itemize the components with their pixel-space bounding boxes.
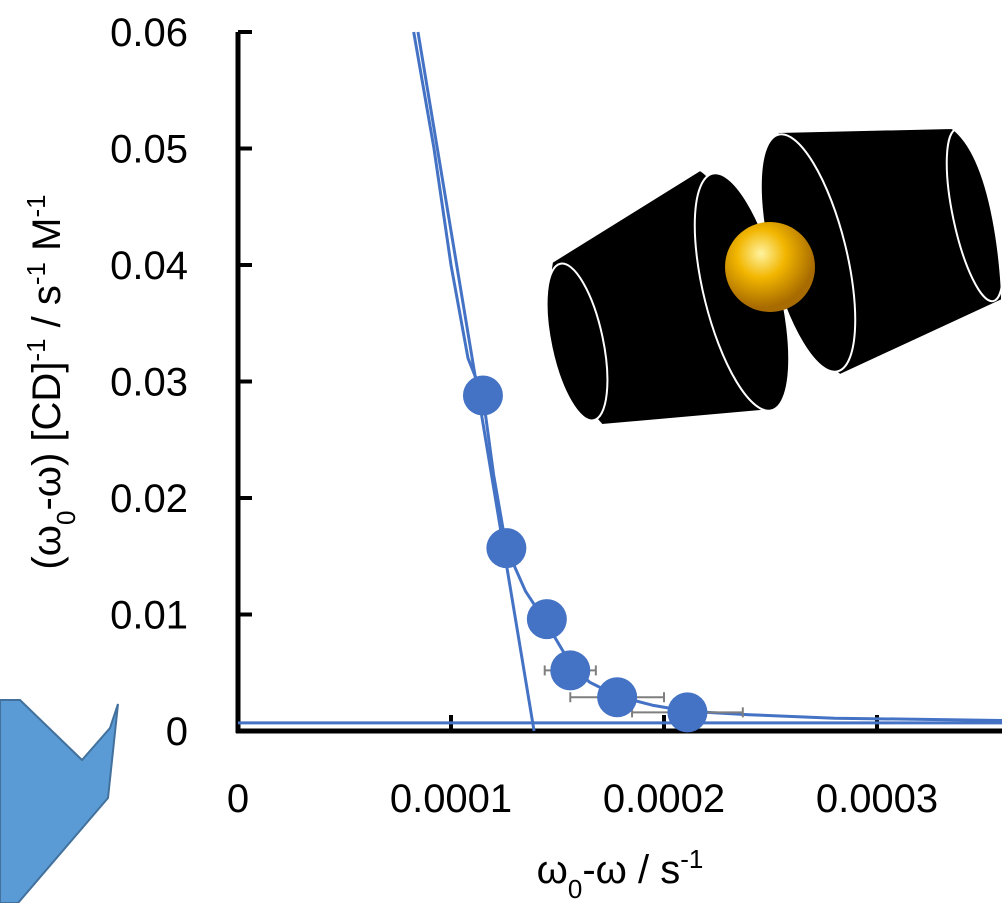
y-tick-label: 0.03 bbox=[110, 361, 188, 405]
y-tick-label: 0.06 bbox=[110, 11, 188, 55]
x-tick-label: 0.0001 bbox=[390, 777, 512, 821]
y-axis-title: (ω0-ω) [CD]-1 / s-1 M-1 bbox=[21, 194, 81, 569]
cyclodextrin-dimer-illustration bbox=[545, 126, 1002, 427]
data-point bbox=[462, 375, 503, 416]
x-axis-title: ω0-ω / s-1 bbox=[537, 844, 704, 903]
data-point bbox=[526, 599, 567, 640]
y-tick-label: 0 bbox=[166, 710, 188, 754]
data-point bbox=[550, 650, 591, 691]
y-tick-label: 0.04 bbox=[110, 244, 188, 288]
y-ticks: 0 0.01 0.02 0.03 0.04 0.05 0.06 bbox=[110, 11, 252, 754]
y-tick-label: 0.02 bbox=[110, 477, 188, 521]
y-tick-label: 0.01 bbox=[110, 594, 188, 638]
data-points bbox=[462, 375, 708, 733]
x-tick-label: 0.0002 bbox=[603, 777, 725, 821]
data-point bbox=[667, 692, 708, 733]
data-point bbox=[486, 528, 527, 569]
arrow-illustration bbox=[0, 699, 119, 903]
data-point bbox=[597, 677, 638, 718]
y-tick-label: 0.05 bbox=[110, 128, 188, 172]
x-tick-label: 0 bbox=[227, 777, 249, 821]
x-ticks: 0 0.0001 0.0002 0.0003 bbox=[227, 715, 938, 821]
x-tick-label: 0.0003 bbox=[816, 777, 938, 821]
